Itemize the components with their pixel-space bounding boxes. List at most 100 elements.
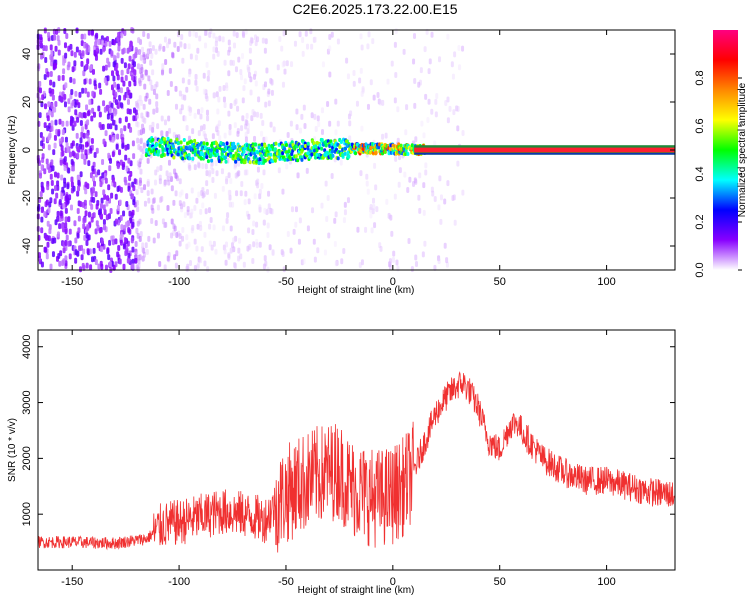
spectrogram-noise-cell [202,72,206,79]
spectrogram-noise-cell [218,35,222,42]
spectrogram-noise-cell [60,145,64,152]
spectrogram-noise-cell [76,208,80,215]
spectrogram-noise-cell [196,47,200,54]
spectrogram-noise-cell [108,107,112,114]
spectrogram-noise-cell [73,120,77,127]
spectrogram-noise-cell [373,222,377,229]
spectrogram-noise-cell [364,226,368,233]
spectrogram-noise-cell [110,115,114,122]
spectrogram-noise-cell [379,245,383,252]
spectrogram-noise-cell [214,160,218,167]
spectrogram-noise-cell [64,82,68,89]
spectrogram-noise-cell [171,52,175,59]
spectrogram-noise-cell [38,80,42,87]
spectrogram-noise-cell [250,115,254,122]
spectrogram-noise-cell [178,233,182,240]
spectrogram-noise-cell [348,120,352,127]
spectrogram-noise-cell [221,36,225,43]
spectrogram-noise-cell [151,44,155,51]
spectrogram-noise-cell [63,27,67,34]
spectrogram-noise-cell [244,131,248,138]
spectrogram-noise-cell [53,142,57,149]
spectrogram-noise-cell [270,208,274,215]
spectrogram-track-cell [306,146,310,151]
spectrogram-noise-cell [197,162,201,169]
spectrogram-noise-cell [132,61,136,68]
spectrogram-track-cell [224,155,228,160]
spectrogram-noise-cell [51,94,55,101]
spectrogram-noise-cell [419,67,423,74]
spectrogram-noise-cell [326,101,330,108]
spectrogram-noise-cell [107,184,111,191]
spectrogram-noise-cell [90,203,94,210]
spectrogram-noise-cell [367,31,371,38]
spectrogram-noise-cell [51,188,55,195]
spectrogram-noise-cell [156,166,160,173]
spectrogram-noise-cell [50,179,54,186]
spectrogram-noise-cell [108,239,112,246]
spectrogram-noise-cell [120,76,124,83]
spectrogram-noise-cell [374,184,378,191]
spectrogram-track-cell [222,142,226,147]
spectrogram-noise-cell [297,238,301,245]
spectrogram-noise-cell [82,223,86,230]
spectrogram-noise-cell [74,90,78,97]
spectrogram-noise-cell [91,107,95,114]
spectrogram-noise-cell [150,188,154,195]
spectrogram-noise-cell [128,80,132,87]
spectrogram-noise-cell [201,192,205,199]
spectrogram-noise-cell [166,89,170,96]
spectrogram-track-cell [181,156,185,161]
spectrogram-track-cell [312,141,316,146]
spectrogram-noise-cell [102,100,106,107]
spectrogram-noise-cell [138,77,142,84]
spectrogram-noise-cell [255,221,259,228]
spectrogram-track-cell [172,148,176,153]
spectrogram-noise-cell [139,137,143,144]
spectrogram-noise-cell [147,197,151,204]
spectrogram-noise-cell [248,59,252,66]
spectrogram-track-cell [404,148,408,153]
spectrogram-noise-cell [452,194,456,201]
spectrogram-noise-cell [37,157,41,164]
spectrogram-noise-cell [293,40,297,47]
spectrogram-noise-cell [79,137,83,144]
spectrogram-noise-cell [309,28,313,35]
spectrogram-track-cell [314,144,318,149]
spectrogram-y-axis-label: Frequency (Hz) [7,116,18,185]
spectrogram-track-cell [146,140,150,145]
spectrogram-noise-cell [140,46,144,53]
spectrogram-noise-cell [50,102,54,109]
spectrogram-noise-cell [213,192,217,199]
spectrogram-noise-cell [146,190,150,197]
spectrogram-noise-cell [95,147,99,154]
spectrogram-noise-cell [155,101,159,108]
spectrogram-noise-cell [193,264,197,271]
spectrogram-noise-cell [71,99,75,106]
spectrogram-noise-cell [64,52,68,59]
spectrogram-noise-cell [211,133,215,140]
spectrogram-noise-cell [166,204,170,211]
spectrogram-noise-cell [281,251,285,258]
spectrogram-noise-cell [232,30,236,37]
spectrogram-track-cell [251,144,255,149]
spectrogram-noise-cell [122,80,126,87]
spectrogram-noise-cell [58,138,62,145]
spectrogram-noise-cell [422,132,426,139]
spectrogram-noise-cell [44,57,48,64]
spectrogram-noise-cell [68,151,72,158]
spectrogram-noise-cell [251,109,255,116]
spectrogram-noise-cell [227,253,231,260]
spectrogram-noise-cell [89,264,93,271]
spectrogram-noise-cell [286,230,290,237]
spectrogram-noise-cell [110,50,114,57]
spectrogram-noise-cell [327,232,331,239]
spectrogram-noise-cell [84,149,88,156]
carrier-band-core [414,147,675,153]
spectrogram-noise-cell [79,266,83,273]
spectrogram-noise-cell [252,220,256,227]
colorbar-tick-label: 0.8 [694,70,706,85]
spectrogram-noise-cell [44,246,48,253]
spectrogram-noise-cell [195,197,199,204]
spectrogram-noise-cell [77,179,81,186]
